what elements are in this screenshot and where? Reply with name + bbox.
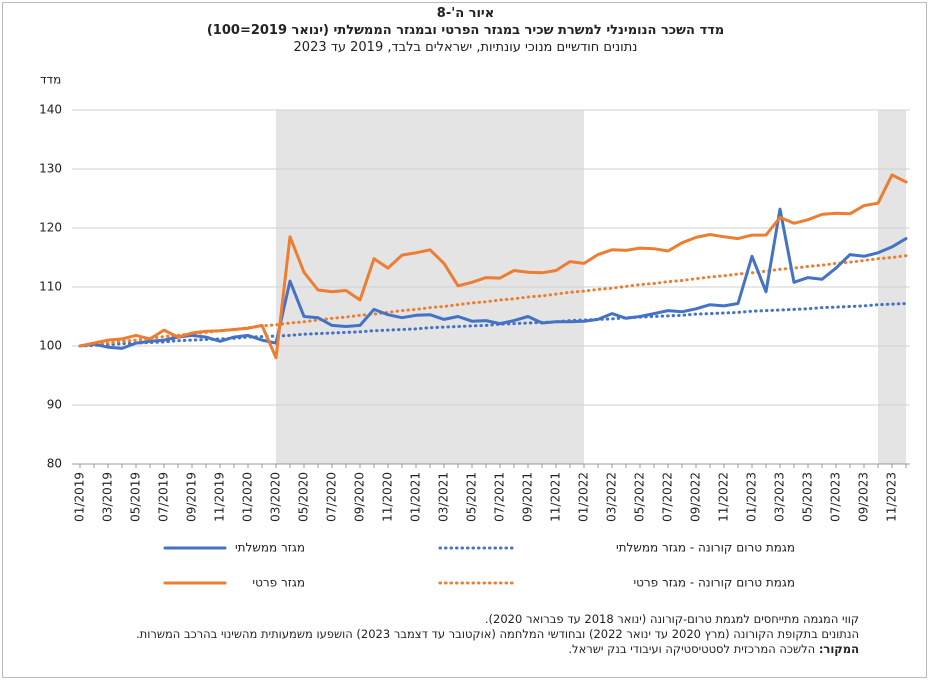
x-tick-label: 09/2023 <box>857 472 871 522</box>
y-tick-label: 110 <box>39 280 62 294</box>
x-tick-label: 01/2021 <box>409 472 423 522</box>
source-text: הלשכה המרכזית לסטטיסטיקה ועיבודי בנק ישר… <box>568 642 816 656</box>
y-tick-label: 120 <box>39 221 62 235</box>
notes: קווי המגמה מתייחסים למגמת טרום-קורונה (י… <box>69 612 859 657</box>
figure-label: איור ה'-8 <box>436 6 495 21</box>
y-axis-label: מדד <box>40 73 61 87</box>
x-tick-label: 05/2019 <box>129 472 143 522</box>
x-tick-label: 05/2021 <box>465 472 479 522</box>
x-tick-label: 03/2019 <box>101 472 115 522</box>
note: הנתונים בתקופת הקורונה (מרץ 2020 עד ינוא… <box>135 627 859 641</box>
legend-label: מגמת טרום קורונה - מגזר פרטי <box>633 576 795 590</box>
source: המקור: הלשכה המרכזית לסטטיסטיקה ועיבודי … <box>69 642 859 657</box>
legend-label: מגזר פרטי <box>252 576 305 590</box>
x-tick-label: 11/2020 <box>381 472 395 522</box>
chart-subtitle: נתונים חודשיים מנוכי עונתיות, ישראלים בל… <box>293 40 638 55</box>
x-tick-label: 07/2022 <box>661 472 675 522</box>
x-tick-label: 07/2023 <box>829 472 843 522</box>
x-tick-label: 09/2022 <box>689 472 703 522</box>
chart-title: מדד השכר הנומינלי למשרת שכיר במגזר הפרטי… <box>206 23 725 38</box>
y-tick-label: 130 <box>39 162 62 176</box>
x-tick-label: 05/2022 <box>633 472 647 522</box>
x-tick-label: 01/2019 <box>73 472 87 522</box>
trend-line <box>78 302 908 348</box>
x-tick-label: 01/2020 <box>241 472 255 522</box>
legend-label: מגזר ממשלתי <box>235 541 305 555</box>
series-line <box>78 173 908 360</box>
x-tick-label: 07/2020 <box>325 472 339 522</box>
x-tick-label: 07/2019 <box>157 472 171 522</box>
x-tick-label: 03/2023 <box>773 472 787 522</box>
x-tick-label: 11/2019 <box>213 472 227 522</box>
x-tick-label: 03/2022 <box>605 472 619 522</box>
x-tick-label: 03/2020 <box>269 472 283 522</box>
y-tick-label: 140 <box>39 103 62 117</box>
x-tick-label: 11/2023 <box>885 472 899 522</box>
x-tick-label: 11/2022 <box>717 472 731 522</box>
y-tick-label: 90 <box>47 398 62 412</box>
x-tick-label: 05/2023 <box>801 472 815 522</box>
x-tick-label: 03/2021 <box>437 472 451 522</box>
x-tick-label: 11/2021 <box>549 472 563 522</box>
y-tick-label: 100 <box>39 339 62 353</box>
y-tick-label: 80 <box>47 457 62 471</box>
x-tick-label: 07/2021 <box>493 472 507 522</box>
x-tick-label: 09/2021 <box>521 472 535 522</box>
source-label: המקור: <box>818 642 859 656</box>
legend-label: מגמת טרום קורונה - מגזר ממשלתי <box>616 541 795 555</box>
x-tick-label: 01/2023 <box>745 472 759 522</box>
series-line <box>78 207 908 350</box>
x-tick-label: 09/2020 <box>353 472 367 522</box>
x-tick-label: 01/2022 <box>577 472 591 522</box>
x-tick-label: 05/2020 <box>297 472 311 522</box>
note: קווי המגמה מתייחסים למגמת טרום-קורונה (י… <box>484 612 859 626</box>
x-tick-label: 09/2019 <box>185 472 199 522</box>
